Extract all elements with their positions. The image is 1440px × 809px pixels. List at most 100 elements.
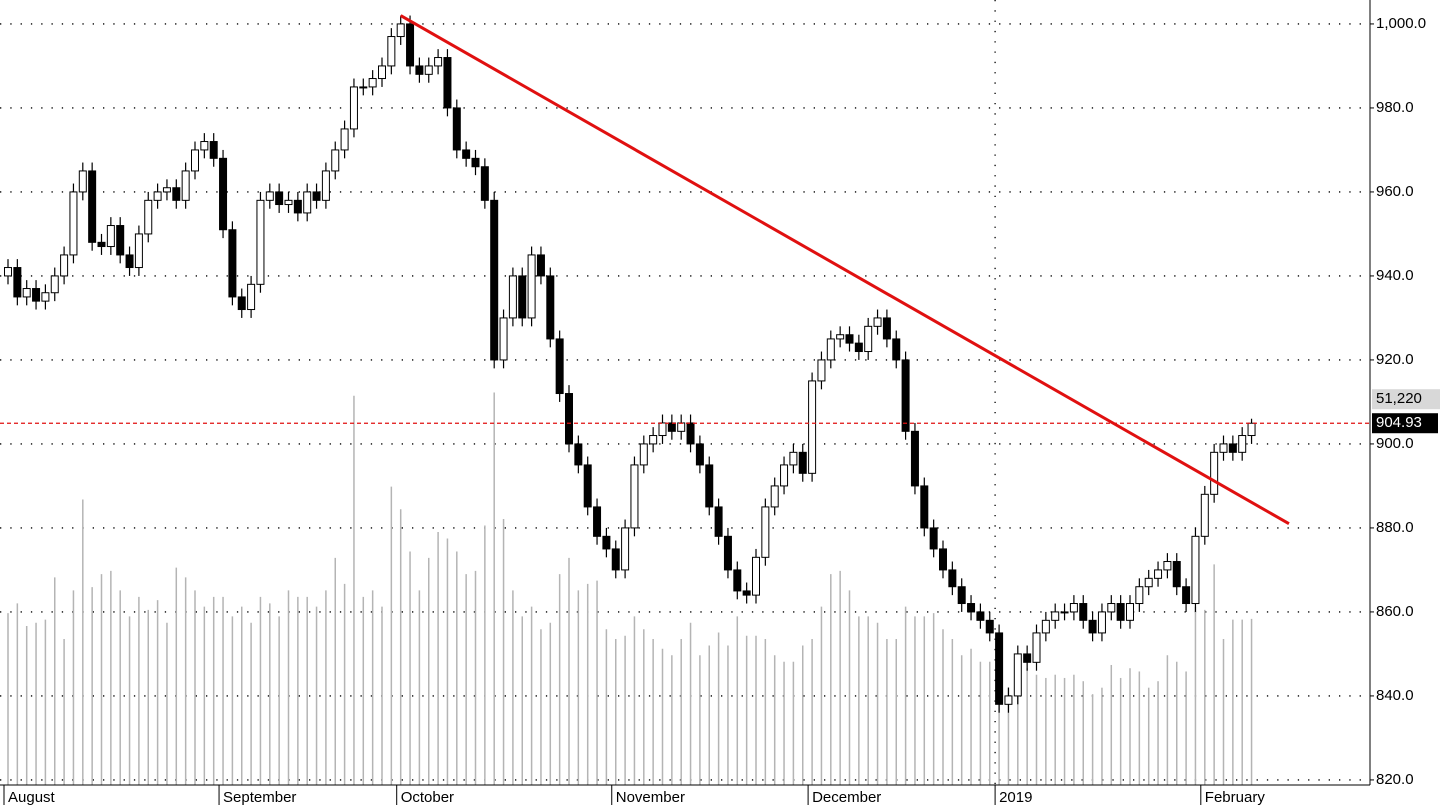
- candle-body: [1023, 653, 1032, 663]
- candle-body: [995, 632, 1004, 705]
- candle-body: [723, 535, 732, 571]
- x-tick-label: 2019: [999, 789, 1032, 806]
- candle-body: [387, 36, 396, 67]
- candle-body: [116, 225, 125, 256]
- candle-body: [985, 619, 994, 634]
- candle-body: [602, 535, 611, 550]
- candle-body: [406, 23, 415, 67]
- candle-body: [1041, 619, 1050, 634]
- x-tick-label: December: [812, 789, 881, 806]
- candle-body: [1182, 586, 1191, 605]
- candle-body: [957, 586, 966, 605]
- candle-body: [901, 359, 910, 432]
- candle-body: [780, 464, 789, 487]
- y-tick-label: 840.0: [1376, 687, 1414, 704]
- x-tick-label: August: [8, 789, 56, 806]
- candle-body: [228, 229, 237, 298]
- candle-body: [1135, 586, 1144, 605]
- y-tick-label: 880.0: [1376, 519, 1414, 536]
- candle-body: [808, 380, 817, 474]
- candle-body: [826, 338, 835, 361]
- candle-body: [32, 288, 41, 302]
- candle-body: [13, 267, 22, 298]
- candle-body: [1144, 577, 1153, 588]
- candle-body: [331, 149, 340, 172]
- candle-body: [443, 57, 452, 109]
- y-tick-label: 820.0: [1376, 771, 1414, 788]
- candle-body: [742, 590, 751, 596]
- candle-body: [480, 166, 489, 201]
- candle-body: [153, 191, 162, 201]
- x-tick-label: September: [223, 789, 296, 806]
- x-tick-label: November: [616, 789, 685, 806]
- candle-body: [452, 107, 461, 151]
- candle-body: [518, 275, 527, 319]
- candle-body: [892, 338, 901, 361]
- candle-body: [621, 527, 630, 571]
- candle-body: [1088, 619, 1097, 634]
- candle-body: [836, 334, 845, 340]
- candle-body: [424, 65, 433, 75]
- candle-body: [1013, 653, 1022, 697]
- price-label-box: [1372, 413, 1438, 434]
- candle-body: [667, 422, 676, 432]
- candle-body: [1219, 443, 1228, 453]
- candle-body: [593, 506, 602, 537]
- candle-body: [60, 254, 69, 277]
- candle-body: [134, 233, 143, 269]
- candle-body: [434, 57, 443, 67]
- candle-body: [574, 443, 583, 466]
- candle-body: [1191, 535, 1200, 605]
- candle-body: [948, 569, 957, 588]
- candle-body: [873, 317, 882, 327]
- candle-body: [349, 86, 358, 130]
- candle-body: [247, 283, 256, 311]
- volume-label: 51,220: [1376, 390, 1422, 407]
- candle-body: [50, 275, 59, 294]
- candle-body: [536, 254, 545, 277]
- candle-body: [396, 23, 405, 38]
- candle-body: [191, 149, 199, 172]
- candle-body: [1210, 451, 1219, 495]
- candle-body: [275, 191, 284, 206]
- candle-body: [817, 359, 826, 382]
- candle-body: [162, 187, 171, 193]
- candle-body: [219, 157, 228, 231]
- candle-body: [172, 187, 181, 201]
- candle-body: [845, 334, 854, 344]
- candle-body: [1172, 561, 1181, 588]
- candle-body: [415, 65, 424, 75]
- candle-body: [639, 443, 648, 466]
- candle-body: [761, 506, 770, 558]
- candle-body: [1154, 569, 1163, 579]
- candle-body: [303, 191, 312, 214]
- candle-body: [1079, 603, 1088, 621]
- candle-body: [910, 430, 919, 487]
- candle-body: [882, 317, 891, 340]
- candle-body: [256, 199, 265, 285]
- candle-body: [22, 288, 31, 298]
- candle-body: [752, 556, 760, 596]
- candle-body: [705, 464, 714, 508]
- candle-body: [41, 292, 50, 302]
- y-tick-label: 980.0: [1376, 99, 1414, 116]
- candle-body: [462, 149, 471, 159]
- candle-body: [1097, 611, 1106, 634]
- candle-body: [920, 485, 929, 529]
- candle-body: [1032, 632, 1041, 663]
- candle-body: [976, 611, 985, 621]
- candle-body: [770, 485, 779, 508]
- candle-body: [630, 464, 639, 529]
- x-tick-label: October: [401, 789, 454, 806]
- candle-body: [527, 254, 536, 319]
- candle-body: [854, 342, 863, 353]
- candle-body: [1004, 695, 1013, 705]
- candle-body: [237, 296, 246, 311]
- candle-body: [144, 199, 153, 235]
- candle-body: [546, 275, 555, 340]
- y-tick-label: 860.0: [1376, 603, 1414, 620]
- candle-body: [368, 78, 377, 88]
- candle-body: [284, 199, 293, 206]
- candle-body: [265, 191, 274, 201]
